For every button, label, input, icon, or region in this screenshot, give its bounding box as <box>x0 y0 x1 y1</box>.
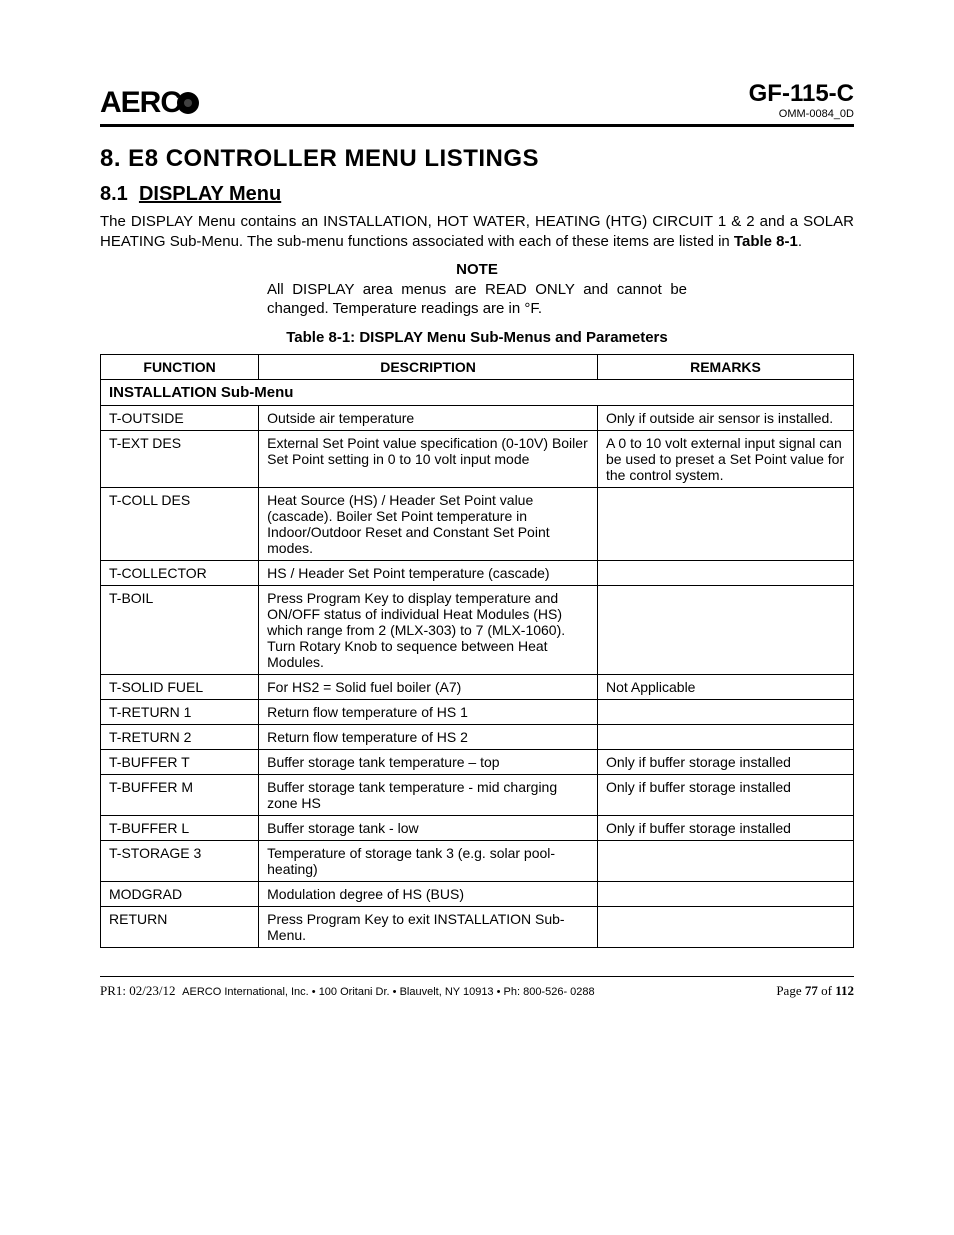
cell-remarks: Only if buffer storage installed <box>597 815 853 840</box>
para-table-ref: Table 8-1 <box>734 233 798 250</box>
cell-description: For HS2 = Solid fuel boiler (A7) <box>259 674 598 699</box>
page-number: 77 <box>805 983 818 998</box>
cell-remarks <box>597 906 853 947</box>
table-row: T-SOLID FUEL For HS2 = Solid fuel boiler… <box>101 674 854 699</box>
cell-function: T-SOLID FUEL <box>101 674 259 699</box>
cell-description: Press Program Key to display temperature… <box>259 585 598 674</box>
cell-remarks <box>597 724 853 749</box>
chapter-title: 8. E8 CONTROLLER MENU LISTINGS <box>100 145 854 173</box>
footer-right: Page 77 of 112 <box>776 983 854 999</box>
cell-function: T-BUFFER M <box>101 774 259 815</box>
table-row: T-BOIL Press Program Key to display temp… <box>101 585 854 674</box>
footer-company: AERCO International, Inc. • 100 Oritani … <box>182 986 594 998</box>
table-row: T-BUFFER L Buffer storage tank - low Onl… <box>101 815 854 840</box>
cell-remarks: Only if outside air sensor is installed. <box>597 405 853 430</box>
table-row: T-OUTSIDE Outside air temperature Only i… <box>101 405 854 430</box>
cell-remarks <box>597 560 853 585</box>
doc-code: GF-115-C <box>749 80 854 108</box>
cell-function: RETURN <box>101 906 259 947</box>
table-row: T-BUFFER M Buffer storage tank temperatu… <box>101 774 854 815</box>
table-row: T-BUFFER T Buffer storage tank temperatu… <box>101 749 854 774</box>
submenu-heading-row: INSTALLATION Sub-Menu <box>101 379 854 405</box>
page-label: Page <box>776 983 805 998</box>
note-body: All DISPLAY area menus are READ ONLY and… <box>267 280 687 319</box>
table-header-row: FUNCTION DESCRIPTION REMARKS <box>101 354 854 379</box>
table-row: T-STORAGE 3 Temperature of storage tank … <box>101 840 854 881</box>
cell-description: Outside air temperature <box>259 405 598 430</box>
cell-description: Modulation degree of HS (BUS) <box>259 881 598 906</box>
cell-function: T-OUTSIDE <box>101 405 259 430</box>
cell-description: Heat Source (HS) / Header Set Point valu… <box>259 487 598 560</box>
display-menu-table: FUNCTION DESCRIPTION REMARKS INSTALLATIO… <box>100 354 854 948</box>
cell-function: T-COLL DES <box>101 487 259 560</box>
doc-subcode: OMM-0084_0D <box>749 108 854 120</box>
table-row: T-COLLECTOR HS / Header Set Point temper… <box>101 560 854 585</box>
cell-function: T-STORAGE 3 <box>101 840 259 881</box>
page-footer: PR1: 02/23/12 AERCO International, Inc. … <box>100 983 854 999</box>
cell-remarks <box>597 881 853 906</box>
section-name: DISPLAY Menu <box>139 183 281 205</box>
cell-description: Return flow temperature of HS 2 <box>259 724 598 749</box>
table-row: RETURN Press Program Key to exit INSTALL… <box>101 906 854 947</box>
document-page: AERC GF-115-C OMM-0084_0D 8. E8 CONTROLL… <box>0 0 954 1235</box>
table-row: MODGRAD Modulation degree of HS (BUS) <box>101 881 854 906</box>
of-label: of <box>818 983 835 998</box>
cell-function: T-BUFFER L <box>101 815 259 840</box>
cell-description: External Set Point value specification (… <box>259 430 598 487</box>
table-row: T-COLL DES Heat Source (HS) / Header Set… <box>101 487 854 560</box>
cell-function: T-COLLECTOR <box>101 560 259 585</box>
cell-description: Buffer storage tank - low <box>259 815 598 840</box>
footer-revision: PR1: 02/23/12 <box>100 983 176 998</box>
cell-remarks: Not Applicable <box>597 674 853 699</box>
brand-logo: AERC <box>100 86 199 120</box>
cell-remarks: Only if buffer storage installed <box>597 774 853 815</box>
cell-function: T-RETURN 1 <box>101 699 259 724</box>
logo-text: AERC <box>100 86 181 120</box>
cell-description: Temperature of storage tank 3 (e.g. sola… <box>259 840 598 881</box>
section-number: 8.1 <box>100 183 128 205</box>
cell-function: T-RETURN 2 <box>101 724 259 749</box>
submenu-label: INSTALLATION Sub-Menu <box>101 379 854 405</box>
col-header-remarks: REMARKS <box>597 354 853 379</box>
footer-rule <box>100 976 854 977</box>
cell-description: Return flow temperature of HS 1 <box>259 699 598 724</box>
cell-remarks: A 0 to 10 volt external input signal can… <box>597 430 853 487</box>
cell-function: T-BUFFER T <box>101 749 259 774</box>
cell-remarks: Only if buffer storage installed <box>597 749 853 774</box>
cell-function: MODGRAD <box>101 881 259 906</box>
col-header-description: DESCRIPTION <box>259 354 598 379</box>
cell-remarks <box>597 699 853 724</box>
para-tail: . <box>798 233 802 250</box>
cell-remarks <box>597 585 853 674</box>
cell-description: Buffer storage tank temperature – top <box>259 749 598 774</box>
table-caption: Table 8-1: DISPLAY Menu Sub-Menus and Pa… <box>100 329 854 346</box>
cell-remarks <box>597 487 853 560</box>
page-header: AERC GF-115-C OMM-0084_0D <box>100 80 854 127</box>
table-row: T-RETURN 1 Return flow temperature of HS… <box>101 699 854 724</box>
cell-function: T-EXT DES <box>101 430 259 487</box>
note-heading: NOTE <box>100 261 854 278</box>
cell-description: Buffer storage tank temperature - mid ch… <box>259 774 598 815</box>
cell-description: Press Program Key to exit INSTALLATION S… <box>259 906 598 947</box>
cell-description: HS / Header Set Point temperature (casca… <box>259 560 598 585</box>
section-title: 8.1 DISPLAY Menu <box>100 183 854 206</box>
doc-code-block: GF-115-C OMM-0084_0D <box>749 80 854 120</box>
table-row: T-EXT DES External Set Point value speci… <box>101 430 854 487</box>
cell-remarks <box>597 840 853 881</box>
cell-function: T-BOIL <box>101 585 259 674</box>
section-paragraph: The DISPLAY Menu contains an INSTALLATIO… <box>100 212 854 253</box>
logo-icon <box>177 92 199 114</box>
footer-left: PR1: 02/23/12 AERCO International, Inc. … <box>100 983 595 999</box>
page-total: 112 <box>835 983 854 998</box>
table-row: T-RETURN 2 Return flow temperature of HS… <box>101 724 854 749</box>
col-header-function: FUNCTION <box>101 354 259 379</box>
